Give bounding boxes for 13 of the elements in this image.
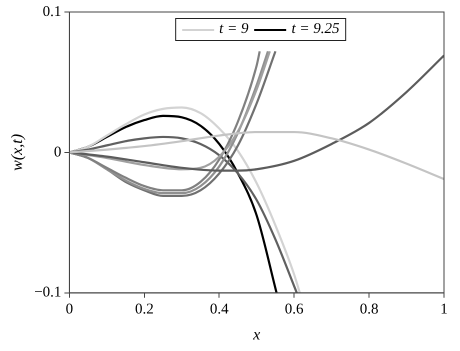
y-tick-label: −0.1 xyxy=(34,284,62,301)
y-tick-label: 0.1 xyxy=(42,4,62,20)
legend-label: t = 9 xyxy=(219,21,248,38)
x-tick-label: 0 xyxy=(66,302,74,318)
x-tick-label: 0.8 xyxy=(360,302,378,318)
legend-label: t = 9.25 xyxy=(291,21,340,38)
x-tick-label: 0.4 xyxy=(210,302,230,318)
y-axis-title: w(x,t) xyxy=(8,134,26,171)
x-tick-label: 0.6 xyxy=(284,302,304,318)
x-tick-label: 0.2 xyxy=(134,302,154,318)
x-axis-title: x xyxy=(252,326,260,344)
x-tick-label: 1 xyxy=(440,302,448,318)
y-tick-label: 0 xyxy=(54,144,62,160)
